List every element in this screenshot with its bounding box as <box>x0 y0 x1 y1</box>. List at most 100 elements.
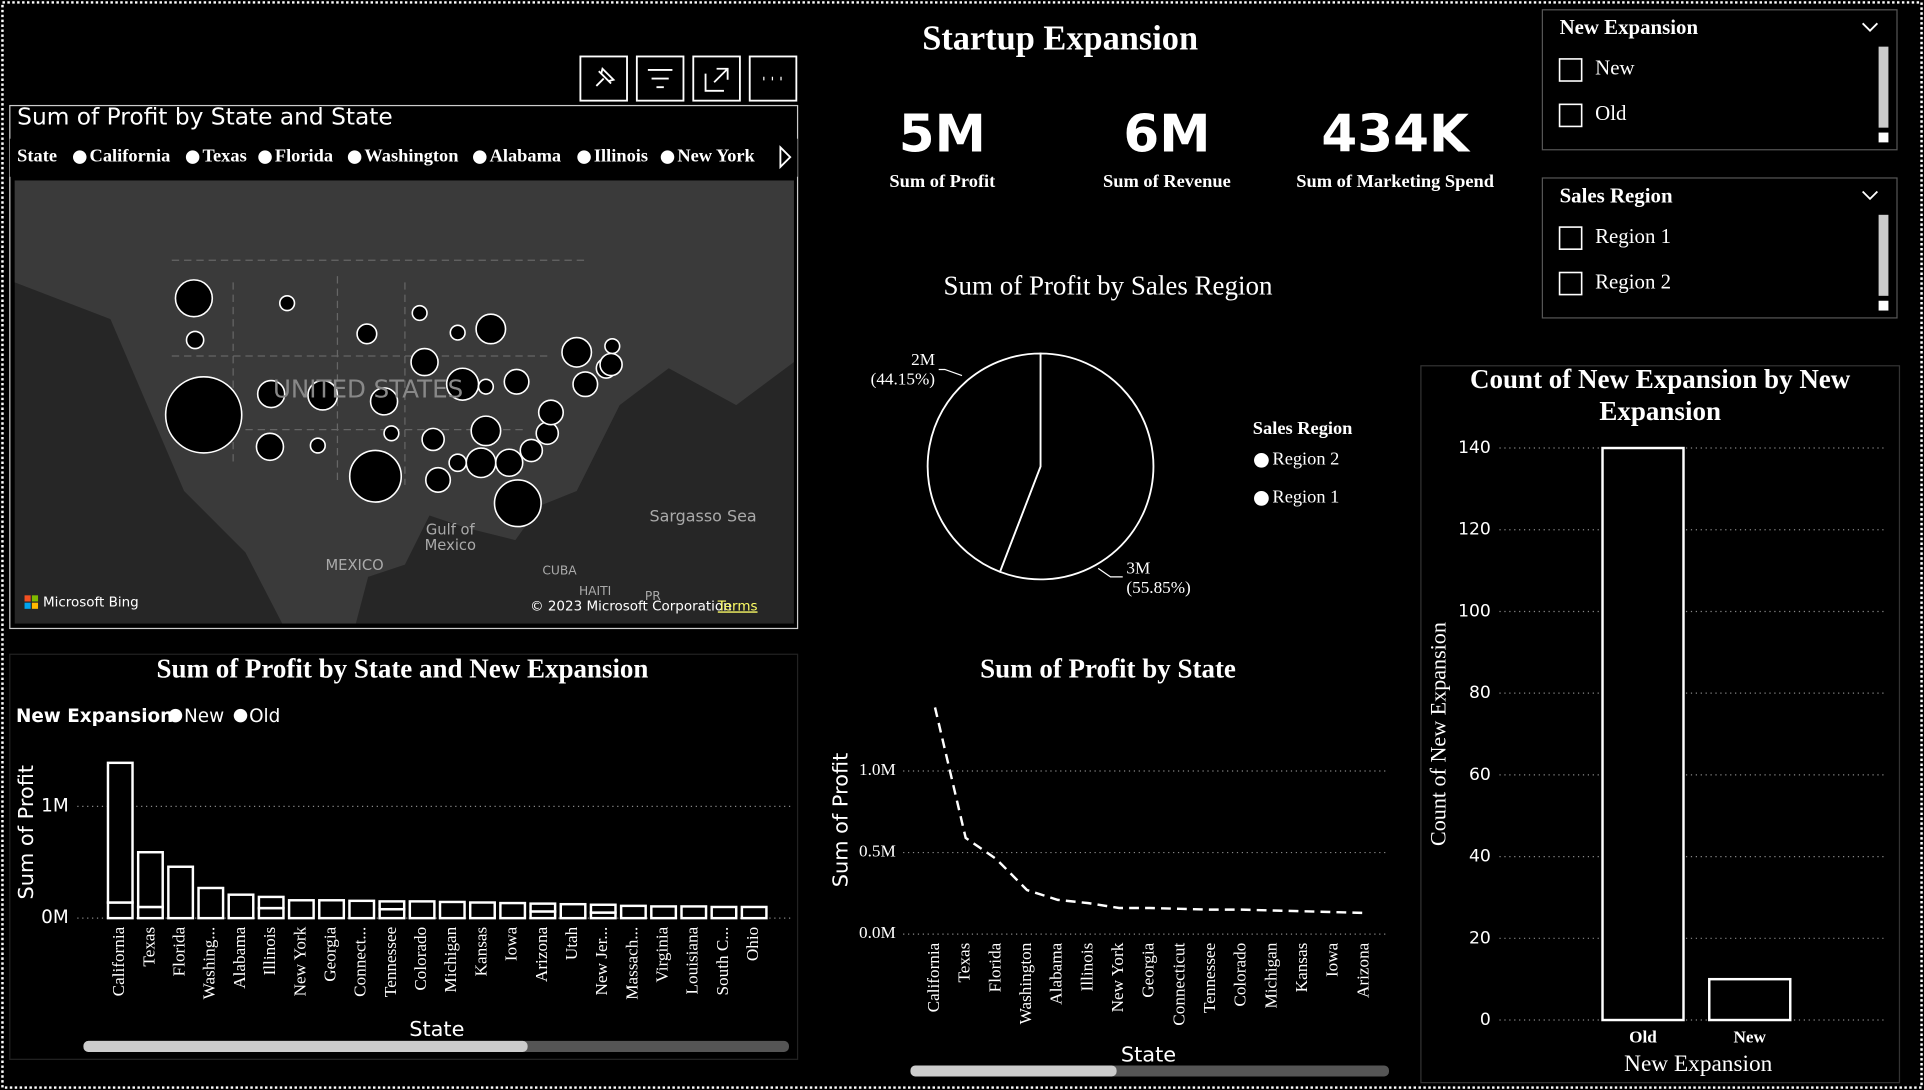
map-borders <box>171 259 589 485</box>
column-panel <box>1420 365 1901 1084</box>
bar-segment <box>106 761 134 904</box>
y-tick-label: 100 <box>1458 601 1491 621</box>
bing-logo <box>24 602 31 609</box>
bar-segment <box>136 905 164 920</box>
pie-slice <box>926 352 1042 574</box>
bar-segment <box>589 903 617 914</box>
legend-marker <box>168 708 183 723</box>
x-tick-label: Colorado <box>411 927 430 991</box>
scrollbar-thumb[interactable] <box>1878 214 1889 296</box>
bar-segment <box>438 900 466 920</box>
x-tick-label: New <box>1734 1027 1767 1046</box>
slicer-item: Region 2 <box>1595 269 1671 293</box>
slicer-chevron[interactable] <box>1861 22 1879 32</box>
legend-marker <box>185 150 200 164</box>
y-tick-label: 0.0M <box>859 923 896 942</box>
kpi-value: 5M <box>899 104 986 164</box>
x-tick-label: New Jer... <box>592 927 611 996</box>
x-tick-label: Connecticut <box>1169 942 1188 1025</box>
bar-segment <box>468 901 496 920</box>
bar <box>1601 446 1685 1022</box>
map-bubble <box>411 304 428 322</box>
slicer-checkbox[interactable] <box>1558 58 1583 82</box>
map-copyright: © 2023 Microsoft Corporation <box>530 598 732 614</box>
bar-segment <box>348 899 376 920</box>
pin-button[interactable] <box>579 55 628 102</box>
focus-button[interactable] <box>692 55 741 102</box>
scrollbar-thumb[interactable] <box>910 1065 1117 1077</box>
profit-line <box>933 707 1365 915</box>
bar-segment <box>136 850 164 909</box>
map-bubble <box>503 368 530 395</box>
pin-icon <box>595 66 616 87</box>
bar-segment <box>710 905 738 920</box>
x-tick-label: Iowa <box>502 926 521 961</box>
slicer-checkbox[interactable] <box>1558 226 1583 250</box>
x-tick-label: Iowa <box>1323 942 1342 977</box>
y-tick-label: 40 <box>1469 847 1491 867</box>
y-axis-title: Sum of Profit <box>829 753 853 888</box>
bar-segment <box>499 901 527 920</box>
dashboard-title: Startup Expansion <box>922 20 1198 58</box>
map-bubble <box>424 466 452 494</box>
x-tick-label: Kansas <box>471 926 490 976</box>
map-bubble <box>174 279 214 318</box>
map-legend-label: Texas <box>202 145 246 165</box>
leader-line <box>1097 567 1123 578</box>
scrollbar-thumb[interactable] <box>83 1040 528 1052</box>
x-tick-label: Florida <box>170 926 189 976</box>
bar <box>1708 977 1792 1022</box>
x-tick-label: Louisiana <box>683 926 702 994</box>
map-bubble <box>185 330 205 350</box>
kpi-value: 6M <box>1123 104 1210 164</box>
slicer-checkbox[interactable] <box>1558 271 1583 296</box>
bar-segment <box>619 904 647 920</box>
map-bubble <box>356 323 378 345</box>
slicer-item: New <box>1595 56 1634 80</box>
map-legend-label: Alabama <box>490 145 562 165</box>
bar-segment <box>257 906 285 920</box>
map-legend-label: New York <box>677 145 755 165</box>
filter-button[interactable] <box>635 55 685 102</box>
x-tick-label: Georgia <box>1139 942 1158 997</box>
y-tick-label: 120 <box>1458 520 1491 540</box>
map-terms-link[interactable]: Terms <box>717 598 758 614</box>
kpi-label: Sum of Marketing Spend <box>1296 171 1494 191</box>
slicer-chevron[interactable] <box>1861 190 1879 201</box>
legend-marker <box>1254 452 1269 468</box>
y-tick-label: 0 <box>1480 1010 1491 1030</box>
x-tick-label: Virginia <box>653 926 672 982</box>
slicer-checkbox[interactable] <box>1558 103 1583 128</box>
y-tick-label: 0.5M <box>859 842 896 861</box>
x-tick-label: Kansas <box>1292 942 1311 992</box>
column-title-box: Count of New Expansion by New Expansion <box>1470 363 1850 426</box>
x-axis-title: State <box>1121 1043 1176 1067</box>
map-place-label: Gulf of <box>426 521 476 538</box>
x-tick-label: Alabama <box>1047 942 1066 1004</box>
legend-marker <box>73 150 87 164</box>
kpi-label: Sum of Revenue <box>1103 171 1231 191</box>
x-tick-label: Old <box>1629 1027 1657 1046</box>
y-tick-label: 80 <box>1469 683 1491 703</box>
map-bubble <box>164 376 243 454</box>
legend-next-arrow[interactable] <box>779 145 792 170</box>
map-bubble <box>255 432 285 462</box>
bar-segment <box>257 895 285 910</box>
scroll-end <box>1878 300 1889 311</box>
kpi-label: Sum of Profit <box>889 171 996 191</box>
bar-segment <box>197 886 225 920</box>
scrollbar-thumb[interactable] <box>1878 46 1889 128</box>
bar-segment <box>378 900 406 911</box>
bar-segment <box>650 905 678 920</box>
legend-marker <box>660 150 675 164</box>
data-label: 2M <box>911 350 935 369</box>
map-legend-label: California <box>90 145 171 165</box>
x-tick-label: Connect... <box>351 927 370 997</box>
map-bubble <box>348 449 403 503</box>
bing-logo <box>24 595 31 602</box>
map-bubble <box>572 371 599 398</box>
map-bubble <box>537 399 565 426</box>
bar-segment <box>167 865 195 920</box>
more-button[interactable] <box>748 55 798 102</box>
